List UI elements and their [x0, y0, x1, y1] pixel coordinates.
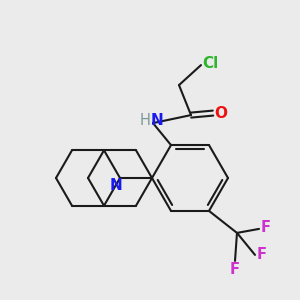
Text: N: N [110, 178, 122, 193]
Text: H: H [140, 112, 150, 128]
Text: F: F [230, 262, 240, 278]
Text: Cl: Cl [202, 56, 218, 70]
Text: F: F [257, 248, 267, 262]
Text: N: N [151, 112, 164, 128]
Text: O: O [214, 106, 227, 121]
Text: F: F [261, 220, 271, 236]
